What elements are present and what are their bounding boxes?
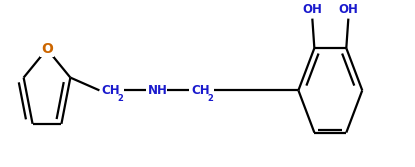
Text: CH: CH	[101, 84, 120, 97]
Text: O: O	[41, 42, 53, 56]
Text: 2: 2	[117, 94, 123, 103]
Text: OH: OH	[303, 3, 322, 16]
Text: CH: CH	[191, 84, 210, 97]
Text: OH: OH	[338, 3, 358, 16]
Text: 2: 2	[208, 94, 213, 103]
Text: NH: NH	[148, 84, 168, 97]
